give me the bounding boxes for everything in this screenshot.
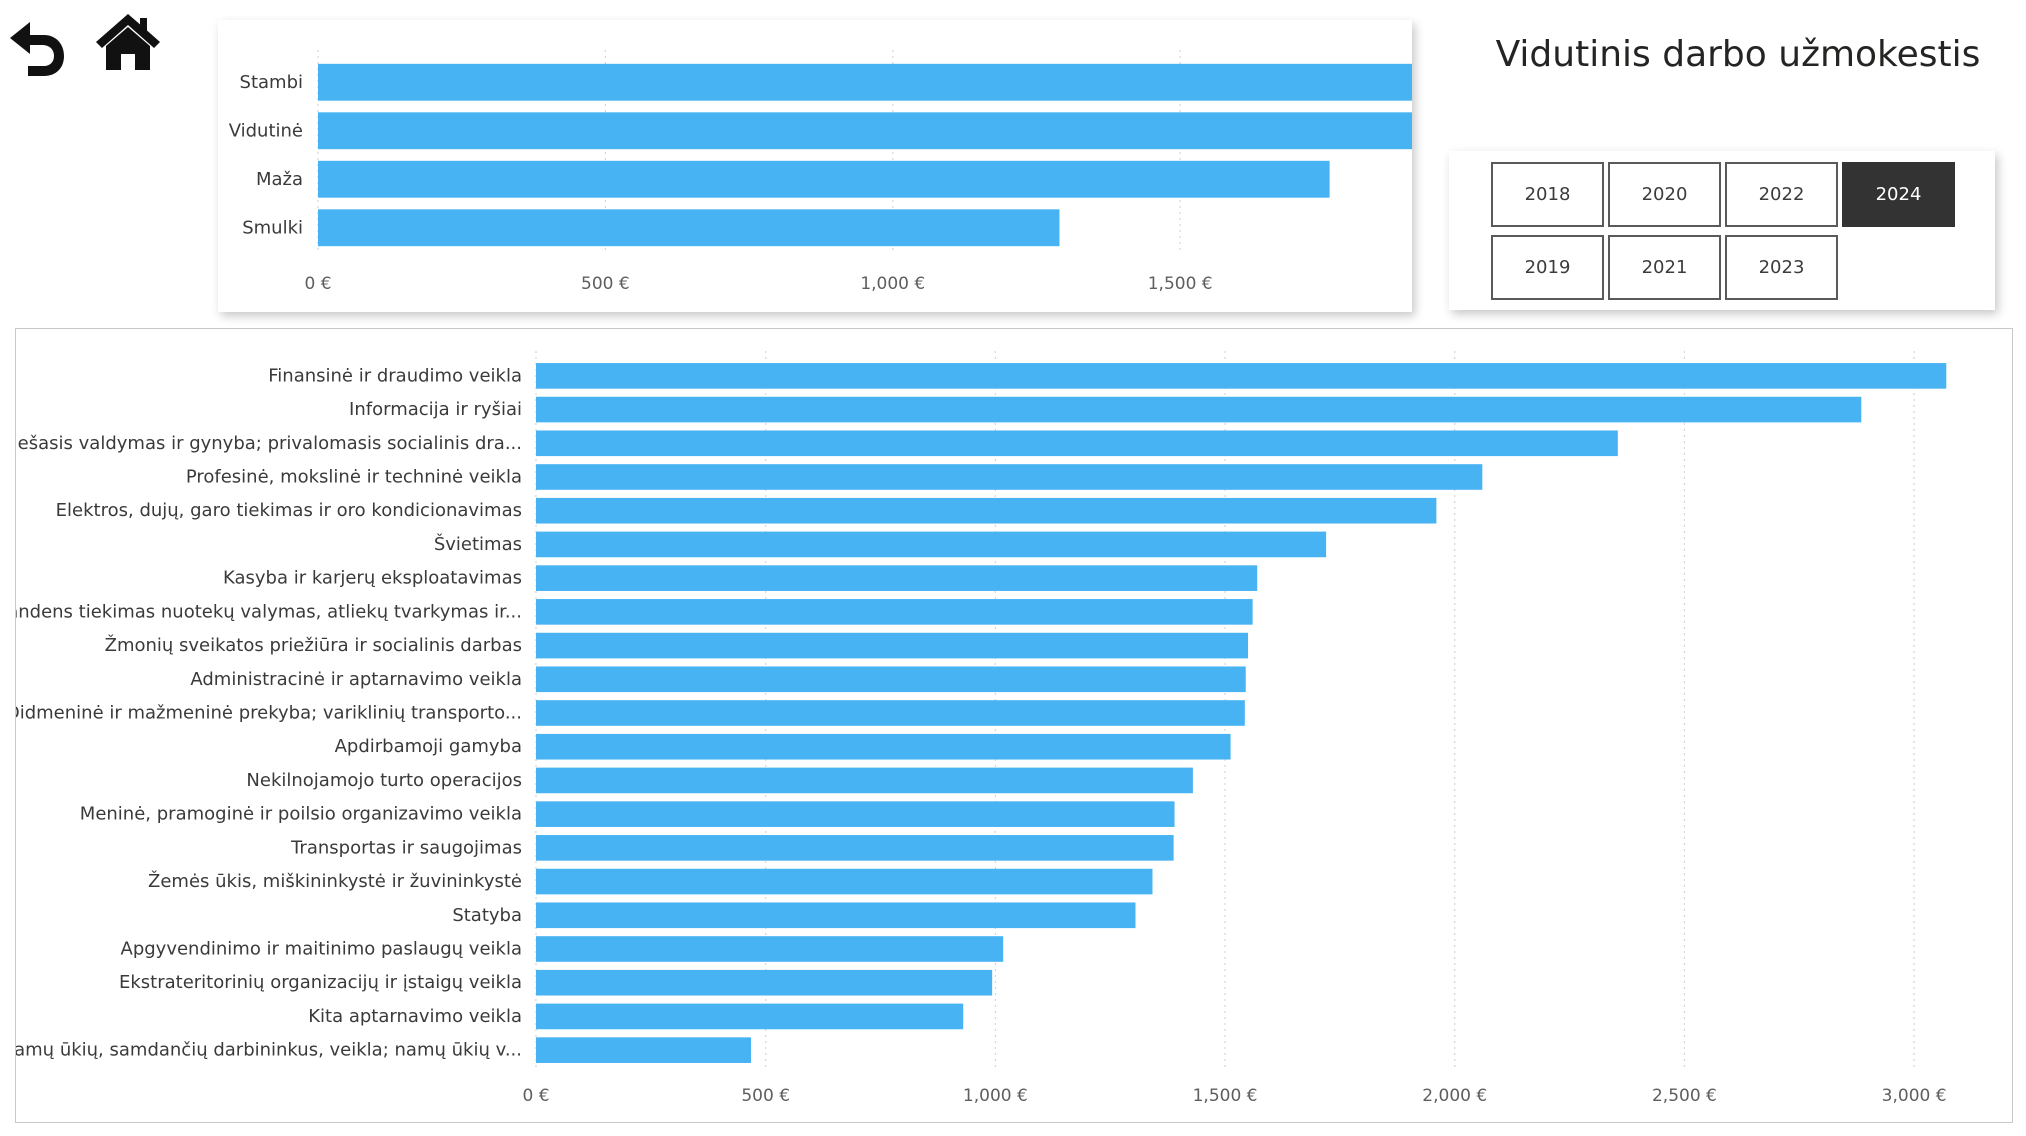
x-tick-label: 3,000 € <box>1882 1086 1947 1106</box>
category-label: Vidutinė <box>229 120 303 141</box>
bar[interactable] <box>318 160 1330 198</box>
bar[interactable] <box>536 936 1004 962</box>
home-button[interactable] <box>94 12 162 72</box>
page-title: Vidutinis darbo užmokestis <box>1495 34 1981 75</box>
bar[interactable] <box>536 1003 964 1030</box>
x-tick-label: 2,500 € <box>1652 1086 1717 1106</box>
company-size-chart-panel: Stambi Vidutinė Maža Smulki 0 € 500 € 1,000 € 1… <box>218 20 1412 312</box>
sector-chart-panel: Finansinė ir draudimo veikla Informacija … <box>15 328 2013 1123</box>
category-label: Meninė, pramoginė ir poilsio organizavim… <box>80 804 522 825</box>
x-tick-label: 500 € <box>741 1086 790 1106</box>
bar[interactable] <box>536 396 1862 423</box>
x-tick-label: 1,500 € <box>1193 1086 1258 1106</box>
home-icon <box>96 14 160 70</box>
bar[interactable] <box>536 464 1483 490</box>
category-label: Administracinė ir aptarnavimo veikla <box>190 669 522 690</box>
category-label: Apdirbamoji gamyba <box>335 736 522 757</box>
x-tick-label: 500 € <box>581 274 630 294</box>
year-button-2018[interactable]: 2018 <box>1491 162 1604 227</box>
bar[interactable] <box>536 801 1175 827</box>
bar[interactable] <box>536 700 1245 726</box>
bar[interactable] <box>536 733 1231 760</box>
x-tick-label: 2,000 € <box>1422 1086 1487 1106</box>
x-tick-label: 1,000 € <box>963 1086 1028 1106</box>
back-button[interactable] <box>6 14 68 78</box>
x-tick-label: 1,500 € <box>1148 274 1213 294</box>
category-label: Ekstrateritorinių organizacijų ir įstaig… <box>119 972 522 993</box>
category-label: Didmeninė ir mažmeninė prekyba; variklin… <box>16 703 522 724</box>
bar[interactable] <box>536 531 1327 558</box>
bar[interactable] <box>536 902 1136 929</box>
year-button-2021[interactable]: 2021 <box>1608 235 1721 300</box>
category-label: Vandens tiekimas nuotekų valymas, atliek… <box>16 601 522 622</box>
company-size-chart: Stambi Vidutinė Maža Smulki 0 € 500 € 1,000 € 1… <box>229 50 1412 294</box>
bar[interactable] <box>318 112 1412 150</box>
bar[interactable] <box>536 565 1258 591</box>
category-label: Švietimas <box>434 533 522 555</box>
bar[interactable] <box>536 969 993 996</box>
undo-arrow-icon <box>10 22 64 76</box>
bar[interactable] <box>536 632 1249 659</box>
category-label: Maža <box>256 169 303 190</box>
year-button-2019[interactable]: 2019 <box>1491 235 1604 300</box>
category-label: Transportas ir saugojimas <box>290 837 522 858</box>
bar[interactable] <box>536 1037 751 1063</box>
category-label: Elektros, dujų, garo tiekimas ir oro kon… <box>56 500 522 521</box>
category-label: Žmonių sveikatos priežiūra ir socialinis… <box>105 634 522 656</box>
bar[interactable] <box>536 868 1153 895</box>
year-button-2020[interactable]: 2020 <box>1608 162 1721 227</box>
bar[interactable] <box>536 767 1193 794</box>
x-tick-label: 0 € <box>522 1086 549 1106</box>
category-label: Finansinė ir draudimo veikla <box>268 365 522 386</box>
bar[interactable] <box>536 497 1437 524</box>
category-label: Viešasis valdymas ir gynyba; privalomasi… <box>16 433 522 454</box>
bar[interactable] <box>536 363 1947 389</box>
category-label: Stambi <box>240 72 303 93</box>
bar[interactable] <box>536 430 1618 457</box>
category-label: Žemės ūkis, miškininkystė ir žuvininkyst… <box>148 870 522 892</box>
category-label: Kasyba ir karjerų eksploatavimas <box>223 568 522 589</box>
category-label: Nekilnojamojo turto operacijos <box>246 770 522 791</box>
bar[interactable] <box>318 209 1060 247</box>
category-label: Statyba <box>452 905 522 926</box>
year-slicer: 2018 2020 2022 2024 2019 2021 2023 <box>1449 151 1995 310</box>
x-tick-label: 1,000 € <box>860 274 925 294</box>
year-button-2024[interactable]: 2024 <box>1842 162 1955 227</box>
bar[interactable] <box>536 599 1253 625</box>
x-tick-label: 0 € <box>304 274 331 294</box>
year-button-2022[interactable]: 2022 <box>1725 162 1838 227</box>
category-label: Apgyvendinimo ir maitinimo paslaugų veik… <box>121 939 523 960</box>
category-label: Kita aptarnavimo veikla <box>308 1006 522 1027</box>
sector-chart: Finansinė ir draudimo veikla Informacija … <box>16 351 1947 1106</box>
bar[interactable] <box>318 63 1412 101</box>
category-label: Informacija ir ryšiai <box>349 399 522 420</box>
year-button-2023[interactable]: 2023 <box>1725 235 1838 300</box>
bar[interactable] <box>536 835 1174 861</box>
category-label: Namų ūkių, samdančių darbininkus, veikla… <box>16 1040 522 1061</box>
bar[interactable] <box>536 666 1246 693</box>
category-label: Profesinė, mokslinė ir techninė veikla <box>186 467 522 488</box>
category-label: Smulki <box>242 217 303 238</box>
